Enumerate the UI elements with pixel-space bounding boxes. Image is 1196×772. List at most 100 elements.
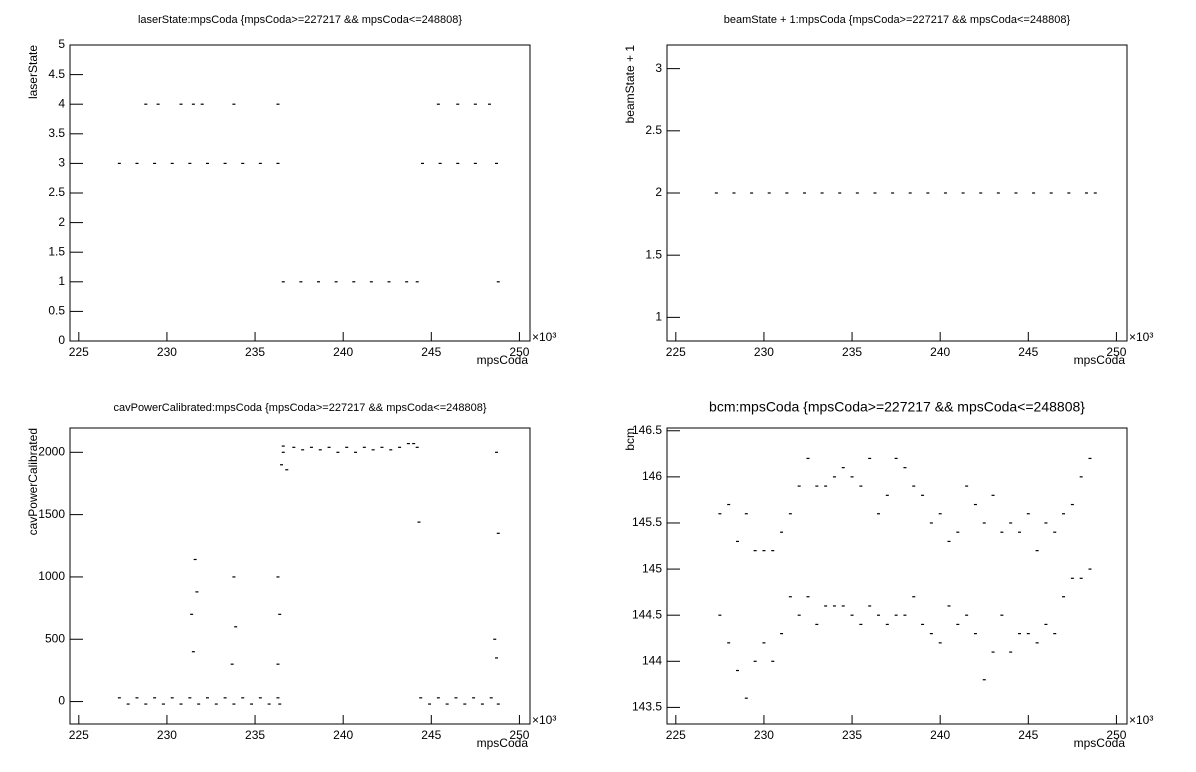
x-tick-label: 235: [245, 728, 265, 742]
point: [276, 103, 280, 105]
chart-title: laserState:mpsCoda {mpsCoda>=227217 && m…: [138, 14, 462, 26]
point: [750, 192, 754, 194]
point: [947, 540, 951, 543]
point: [943, 192, 947, 194]
point: [797, 485, 801, 487]
point: [191, 103, 195, 105]
point: [230, 663, 234, 665]
point: [473, 162, 477, 164]
plot-frame: [666, 44, 1128, 342]
point: [415, 281, 419, 283]
point: [161, 703, 165, 705]
point: [387, 281, 391, 283]
point: [868, 605, 872, 607]
y-axis-title: laserState: [26, 45, 40, 99]
plot-frame: [666, 427, 1128, 725]
point: [926, 192, 930, 194]
point: [1093, 192, 1097, 194]
point: [117, 697, 121, 699]
point: [762, 642, 766, 644]
point: [873, 192, 877, 194]
x-axis-title: mpsCoda: [1074, 353, 1126, 367]
chart-title: bcm:mpsCoda {mpsCoda>=227217 && mpsCoda<…: [709, 399, 1085, 415]
y-tick-label: 1000: [38, 569, 65, 583]
point: [1067, 192, 1071, 194]
point: [771, 660, 775, 662]
y-axis-title: beamState + 1: [623, 45, 637, 124]
point: [317, 281, 321, 283]
x-tick-label: 230: [754, 728, 774, 742]
point: [179, 103, 183, 105]
point: [885, 494, 889, 496]
point: [405, 281, 409, 283]
point: [223, 697, 227, 699]
point: [832, 476, 836, 478]
point: [190, 613, 194, 615]
chart-title: beamState + 1:mpsCoda {mpsCoda>=227217 &…: [724, 14, 1071, 26]
point: [868, 457, 872, 460]
point: [345, 446, 349, 448]
x-tick-label: 225: [666, 345, 686, 359]
point: [855, 192, 859, 194]
point: [153, 162, 157, 164]
x-tick-label: 250: [1106, 728, 1126, 742]
point: [1000, 531, 1004, 533]
point: [415, 446, 419, 448]
point: [170, 162, 174, 164]
point: [135, 697, 139, 699]
point: [850, 614, 854, 616]
x-tick-label: 225: [69, 728, 89, 742]
point: [908, 192, 912, 194]
point: [258, 162, 262, 164]
point: [1017, 531, 1021, 533]
point: [301, 449, 305, 451]
y-tick-label: 0: [58, 333, 65, 347]
point: [495, 162, 499, 164]
y-tick-label: 2.5: [645, 123, 662, 137]
x-tick-label: 240: [333, 728, 353, 742]
point: [876, 614, 880, 616]
point: [771, 550, 775, 552]
point: [1009, 651, 1013, 653]
point: [205, 162, 209, 164]
point: [214, 703, 218, 705]
x-multiplier: ×10³: [532, 713, 556, 727]
point: [841, 467, 845, 469]
point: [144, 103, 148, 105]
point: [389, 449, 393, 451]
point: [1088, 568, 1092, 570]
point: [406, 442, 410, 445]
point: [495, 657, 499, 659]
point: [232, 703, 236, 705]
point: [780, 633, 784, 635]
point: [929, 633, 933, 635]
x-tick-label: 240: [333, 345, 353, 359]
x-tick-label: 235: [245, 345, 265, 359]
point: [188, 162, 192, 164]
point: [489, 697, 493, 699]
point: [496, 532, 500, 534]
x-tick-label: 230: [157, 728, 177, 742]
point: [735, 540, 739, 543]
point: [1070, 577, 1074, 579]
point: [982, 522, 986, 524]
point: [859, 623, 863, 626]
point: [188, 697, 192, 699]
x-tick-label: 230: [157, 345, 177, 359]
point: [727, 642, 731, 644]
point: [299, 281, 303, 283]
point: [753, 550, 757, 552]
point: [191, 651, 195, 653]
point: [1070, 503, 1074, 506]
point: [780, 531, 784, 533]
point: [956, 531, 960, 533]
point: [336, 451, 340, 453]
point: [824, 485, 828, 487]
y-tick-label: 1.5: [645, 247, 662, 261]
point: [362, 446, 366, 448]
x-axis-title: mpsCoda: [477, 353, 529, 367]
point: [195, 591, 199, 593]
point: [352, 281, 356, 283]
y-tick-label: 1: [655, 310, 662, 324]
point: [1032, 192, 1036, 194]
